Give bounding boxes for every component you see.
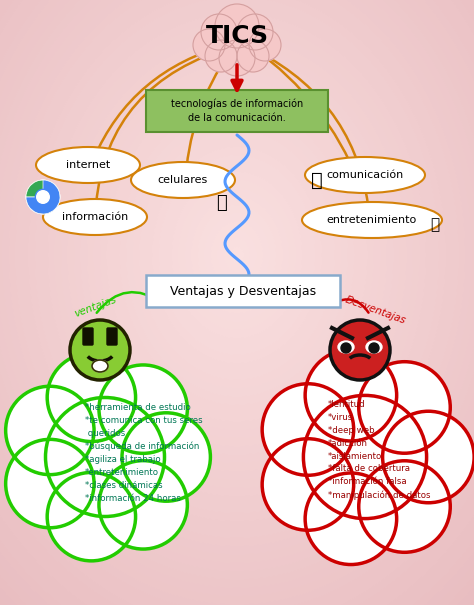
Text: comunicación: comunicación <box>327 170 404 180</box>
Ellipse shape <box>0 0 474 571</box>
Ellipse shape <box>146 139 328 371</box>
Circle shape <box>219 40 255 76</box>
Ellipse shape <box>74 47 400 463</box>
Text: 🎮: 🎮 <box>430 218 439 232</box>
Ellipse shape <box>0 0 474 563</box>
Ellipse shape <box>15 0 458 538</box>
Circle shape <box>6 439 94 528</box>
Circle shape <box>6 386 94 475</box>
Ellipse shape <box>224 238 250 272</box>
Ellipse shape <box>36 147 140 183</box>
Circle shape <box>36 191 49 203</box>
Ellipse shape <box>172 172 302 338</box>
Circle shape <box>99 460 187 549</box>
Circle shape <box>369 343 379 353</box>
Ellipse shape <box>198 205 276 305</box>
Text: celulares: celulares <box>158 175 208 185</box>
Ellipse shape <box>87 64 387 446</box>
Ellipse shape <box>119 105 354 405</box>
Circle shape <box>262 384 354 476</box>
Ellipse shape <box>2 0 472 554</box>
Text: 📞: 📞 <box>311 171 323 189</box>
Ellipse shape <box>81 55 393 454</box>
Circle shape <box>237 40 269 72</box>
Circle shape <box>237 14 273 50</box>
Ellipse shape <box>204 214 270 296</box>
Text: TICS: TICS <box>205 24 269 48</box>
Circle shape <box>249 29 281 61</box>
Text: Ventajas y Desventajas: Ventajas y Desventajas <box>170 284 316 298</box>
Circle shape <box>305 350 397 441</box>
FancyBboxPatch shape <box>146 90 328 132</box>
Ellipse shape <box>191 197 283 313</box>
Wedge shape <box>26 180 60 214</box>
Circle shape <box>305 473 397 564</box>
Ellipse shape <box>131 162 235 198</box>
FancyBboxPatch shape <box>83 328 93 345</box>
Wedge shape <box>26 180 60 214</box>
Circle shape <box>359 362 450 453</box>
Text: información: información <box>62 212 128 222</box>
Circle shape <box>359 461 450 552</box>
Circle shape <box>341 343 351 353</box>
Text: tecnologías de información
de la comunicación.: tecnologías de información de la comunic… <box>171 99 303 123</box>
Ellipse shape <box>152 147 322 363</box>
Circle shape <box>122 413 210 501</box>
Ellipse shape <box>126 114 348 396</box>
Circle shape <box>262 439 354 530</box>
Ellipse shape <box>61 30 413 480</box>
Ellipse shape <box>366 341 382 353</box>
Ellipse shape <box>133 122 341 388</box>
Circle shape <box>47 353 136 442</box>
Wedge shape <box>26 180 60 214</box>
Wedge shape <box>26 180 60 214</box>
Circle shape <box>47 473 136 561</box>
Ellipse shape <box>43 199 147 235</box>
Ellipse shape <box>113 97 361 413</box>
Text: ventajas: ventajas <box>73 295 118 319</box>
Text: Desventajas: Desventajas <box>343 295 407 325</box>
Circle shape <box>46 397 164 517</box>
Ellipse shape <box>41 5 432 505</box>
Ellipse shape <box>338 341 354 353</box>
Ellipse shape <box>93 72 380 438</box>
Ellipse shape <box>67 39 406 471</box>
Text: entretenimiento: entretenimiento <box>327 215 417 225</box>
Ellipse shape <box>0 0 474 587</box>
Ellipse shape <box>159 155 315 355</box>
Circle shape <box>193 29 225 61</box>
Ellipse shape <box>9 0 465 546</box>
Ellipse shape <box>211 221 263 288</box>
Ellipse shape <box>55 22 419 488</box>
Ellipse shape <box>302 202 442 238</box>
FancyBboxPatch shape <box>107 328 117 345</box>
Ellipse shape <box>305 157 425 193</box>
Ellipse shape <box>92 360 108 372</box>
Ellipse shape <box>22 0 452 529</box>
Text: *lentitud
*virus
*deep web
*adicción
*aislamiento
*falta de cobertura
*informaci: *lentitud *virus *deep web *adicción *ai… <box>328 400 430 500</box>
